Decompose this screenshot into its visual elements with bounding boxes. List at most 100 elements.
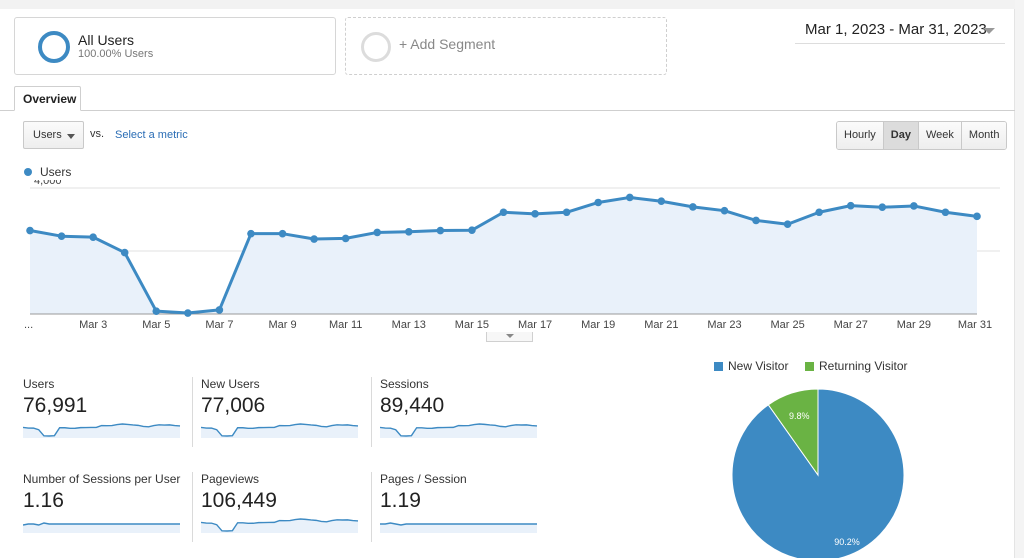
scorecard[interactable]: Number of Sessions per User 1.16 bbox=[23, 472, 193, 547]
chart-collapse-handle[interactable] bbox=[486, 332, 533, 342]
segment-subtitle: 100.00% Users bbox=[78, 48, 154, 60]
granularity-hourly-button[interactable]: Hourly bbox=[837, 122, 883, 149]
x-tick-label: Mar 13 bbox=[392, 319, 426, 331]
pie-legend-label-returning: Returning Visitor bbox=[819, 359, 908, 373]
x-tick-label: Mar 5 bbox=[142, 319, 170, 331]
pie-slice-returning-visitor[interactable] bbox=[767, 388, 819, 477]
scorecard-value: 1.16 bbox=[23, 489, 64, 512]
sparkline-line bbox=[380, 522, 537, 526]
pie-slice-new-visitor[interactable] bbox=[731, 388, 905, 558]
scorecard[interactable]: Pageviews 106,449 bbox=[192, 472, 371, 547]
users-data-point[interactable] bbox=[720, 206, 729, 215]
users-data-point[interactable] bbox=[783, 220, 792, 229]
tab-overview-label: Overview bbox=[23, 92, 77, 106]
users-data-point[interactable] bbox=[373, 228, 382, 237]
y-tick-label: 4,000 bbox=[34, 180, 62, 187]
users-data-point[interactable] bbox=[910, 202, 918, 210]
users-data-point[interactable] bbox=[625, 193, 634, 202]
users-data-point[interactable] bbox=[878, 203, 887, 212]
users-data-point[interactable] bbox=[184, 309, 192, 317]
scorecard-sparkline bbox=[201, 423, 359, 438]
scorecard-value: 77,006 bbox=[201, 394, 266, 417]
pie-legend-returning-visitor[interactable]: Returning Visitor bbox=[805, 359, 908, 373]
tab-overview[interactable]: Overview bbox=[14, 86, 81, 111]
x-tick-label: Mar 11 bbox=[329, 319, 362, 331]
users-data-point[interactable] bbox=[215, 306, 224, 314]
users-data-point[interactable] bbox=[468, 226, 476, 235]
empty-segment-ring-icon bbox=[361, 32, 391, 62]
users-data-point[interactable] bbox=[341, 234, 350, 243]
x-tick-label: Mar 31 bbox=[958, 319, 992, 331]
scorecard[interactable]: Users 76,991 bbox=[23, 377, 193, 452]
pie-label-new-visitor: 90.2% bbox=[834, 537, 860, 547]
users-data-point[interactable] bbox=[815, 208, 823, 217]
users-data-point[interactable] bbox=[752, 216, 760, 225]
add-segment-button[interactable]: + Add Segment bbox=[345, 17, 667, 75]
scorecard-value: 106,449 bbox=[201, 489, 277, 512]
scorecard-sparkline bbox=[23, 522, 180, 533]
collapse-arrow-icon bbox=[506, 334, 514, 338]
granularity-week-button[interactable]: Week bbox=[917, 122, 961, 149]
users-data-point[interactable] bbox=[436, 226, 445, 235]
users-data-point[interactable] bbox=[973, 212, 981, 221]
users-data-point[interactable] bbox=[310, 235, 318, 243]
pie-legend-new-visitor[interactable]: New Visitor bbox=[714, 359, 788, 373]
users-data-point[interactable] bbox=[89, 233, 97, 241]
scorecard-sparkline bbox=[380, 423, 538, 438]
pie-legend-swatch-returning bbox=[805, 361, 814, 371]
add-segment-label: + Add Segment bbox=[399, 36, 496, 52]
users-data-point[interactable] bbox=[562, 208, 571, 217]
x-tick-label: Mar 21 bbox=[644, 319, 678, 331]
sparkline-fill bbox=[201, 424, 358, 438]
select-metric-link[interactable]: Select a metric bbox=[115, 129, 188, 141]
pie-legend-label-new: New Visitor bbox=[728, 359, 789, 373]
scorecard-label: Pageviews bbox=[201, 472, 260, 486]
x-tick-label: Mar 3 bbox=[79, 319, 107, 331]
sparkline-line bbox=[23, 423, 181, 437]
users-data-point[interactable] bbox=[846, 201, 855, 210]
users-data-point[interactable] bbox=[57, 232, 66, 240]
x-tick-label: Mar 17 bbox=[518, 319, 552, 331]
scorecard[interactable]: Sessions 89,440 bbox=[371, 377, 550, 452]
x-tick-label: Mar 15 bbox=[455, 319, 489, 331]
granularity-month-button[interactable]: Month bbox=[960, 122, 1007, 149]
users-data-point[interactable] bbox=[657, 197, 666, 206]
x-tick-label: Mar 27 bbox=[834, 319, 868, 331]
x-tick-label: Mar 19 bbox=[581, 319, 615, 331]
sparkline-fill bbox=[23, 424, 180, 438]
scorecard-divider bbox=[371, 472, 372, 542]
users-data-point[interactable] bbox=[152, 307, 161, 315]
users-data-point[interactable] bbox=[405, 227, 413, 236]
users-data-point[interactable] bbox=[120, 248, 129, 257]
users-data-point[interactable] bbox=[499, 208, 508, 217]
scorecard-value: 76,991 bbox=[23, 394, 88, 417]
sparkline-line bbox=[201, 518, 359, 532]
metric-select-value: Users bbox=[33, 129, 62, 141]
users-data-point[interactable] bbox=[247, 229, 255, 238]
scorecard[interactable]: New Users 77,006 bbox=[192, 377, 371, 452]
x-tick-label: Mar 9 bbox=[268, 319, 296, 331]
scorecard-label: New Users bbox=[201, 377, 260, 391]
scorecard-value: 1.19 bbox=[380, 489, 421, 512]
metric-select-dropdown[interactable]: Users bbox=[23, 121, 84, 149]
users-data-point[interactable] bbox=[594, 198, 602, 207]
date-range-picker[interactable]: Mar 1, 2023 - Mar 31, 2023 bbox=[795, 16, 1005, 44]
segment-title: All Users bbox=[78, 32, 135, 48]
scorecard-sparkline bbox=[201, 518, 359, 533]
scorecard-divider bbox=[192, 472, 193, 542]
granularity-day-button[interactable]: Day bbox=[882, 122, 918, 149]
visitor-type-pie-chart[interactable]: 90.2% 9.8% bbox=[728, 385, 908, 558]
users-data-point[interactable] bbox=[941, 208, 950, 217]
users-data-point[interactable] bbox=[278, 229, 287, 238]
users-data-point[interactable] bbox=[689, 203, 697, 211]
x-tick-label: Mar 7 bbox=[205, 319, 233, 331]
sparkline-fill bbox=[380, 424, 537, 438]
x-tick-label: ... bbox=[24, 319, 33, 331]
segment-ring-icon bbox=[38, 31, 70, 63]
sparkline-line bbox=[201, 423, 359, 437]
segment-all-users[interactable]: All Users 100.00% Users bbox=[14, 17, 336, 75]
users-data-point[interactable] bbox=[26, 226, 34, 235]
users-data-point[interactable] bbox=[531, 210, 539, 218]
scorecard[interactable]: Pages / Session 1.19 bbox=[371, 472, 550, 547]
